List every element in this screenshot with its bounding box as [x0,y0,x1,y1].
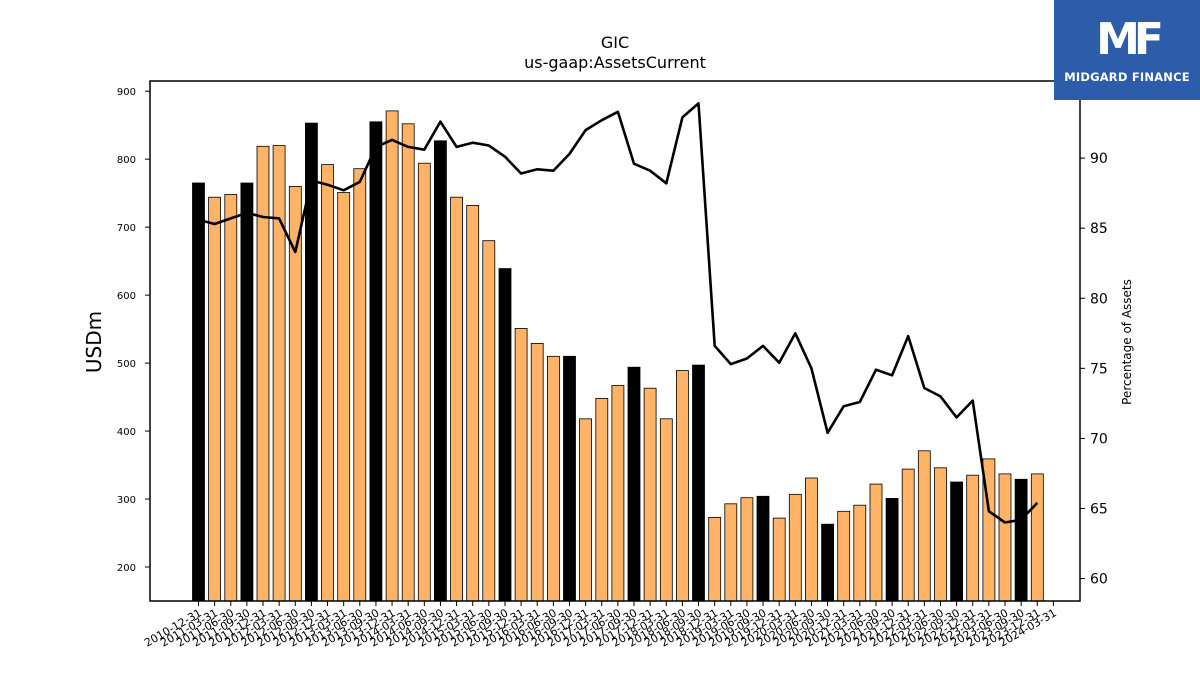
y-tick-label: 600 [117,291,136,302]
bar-2022-06-30 [934,467,947,602]
y-tick-label: 300 [117,495,136,506]
y2-tick-label: 75 [1090,361,1108,377]
bar-2020-06-30 [805,477,818,602]
bar-2017-09-30 [627,366,641,602]
chart-title: GIC [601,33,629,52]
bar-2018-03-31 [659,418,673,602]
bar-2011-03-31 [208,196,222,602]
bar-2011-06-30 [224,194,238,602]
bar-2021-12-31 [901,468,915,602]
bar-2014-03-31 [401,123,415,602]
bar-2016-12-31 [579,418,592,602]
bar-2013-12-31 [385,110,399,602]
y-tick-label: 700 [117,223,136,234]
bar-2018-09-30 [692,364,705,602]
bar-2011-09-30 [240,182,254,602]
bar-2010-12-31 [192,182,205,602]
bar-2017-03-31 [595,397,609,602]
y2-tick-label: 80 [1090,291,1108,307]
bar-2022-12-31 [966,474,980,602]
bar-2021-09-30 [885,497,899,602]
y2-tick-label: 85 [1090,221,1108,237]
bar-2022-03-31 [917,450,931,602]
plot-frame [149,80,1081,602]
bar-2013-06-30 [353,168,367,602]
bar-2015-06-30 [482,240,496,602]
bar-2020-03-31 [788,493,802,602]
bar-2013-03-31 [337,192,351,602]
bar-2021-06-30 [869,483,883,602]
bar-2019-06-30 [740,497,754,602]
y-tick-label: 200 [117,563,136,574]
axes-layer: 2003004005006007008009006065707580859020… [117,80,1108,650]
bar-2014-09-30 [433,140,447,602]
bar-2011-12-31 [256,145,270,602]
y2-tick-label: 60 [1090,572,1108,588]
bar-2020-12-31 [837,510,851,602]
y-tick-label: 400 [117,427,136,438]
bar-2016-03-31 [530,342,544,602]
y2-axis-label: Percentage of Assets [1120,279,1134,405]
percentage-line [198,102,1039,524]
bar-2014-06-30 [417,162,431,602]
bar-2016-06-30 [547,355,560,602]
midgard-finance-logo: MF MIDGARD FINANCE [1054,0,1200,100]
y2-tick-label: 65 [1090,501,1108,517]
bar-2015-03-31 [466,204,480,602]
bar-2019-03-31 [724,503,738,602]
bar-2019-12-31 [772,517,786,602]
bar-2023-06-30 [998,473,1012,602]
y-tick-label: 500 [117,359,136,370]
bar-2012-12-31 [321,164,334,602]
bar-2021-03-31 [853,504,867,602]
bar-2017-12-31 [643,387,657,602]
bar-2015-09-30 [498,268,512,602]
y-tick-label: 800 [117,155,136,166]
y2-tick-label: 70 [1090,431,1108,447]
bar-2020-09-30 [821,523,834,602]
bar-2017-06-30 [611,385,625,602]
chart-subtitle: us-gaap:AssetsCurrent [524,53,706,72]
bar-2012-03-31 [272,145,286,602]
bar-2022-09-30 [950,481,963,602]
y2-tick-label: 90 [1090,151,1108,167]
bar-2019-09-30 [756,495,770,602]
bar-2018-06-30 [676,370,689,602]
logo-mark-icon: MF [1096,14,1164,65]
bar-2023-12-31 [1030,473,1044,602]
y-tick-label: 900 [117,87,136,98]
bar-2016-09-30 [563,355,576,602]
bar-2015-12-31 [514,327,528,602]
y-axis-label: USDm [82,311,106,373]
bar-2018-12-31 [708,517,722,602]
bar-2023-09-30 [1014,478,1028,602]
bar-2013-09-30 [369,121,383,602]
logo-name: MIDGARD FINANCE [1064,70,1190,84]
line-layer [198,102,1039,524]
bar-2014-12-31 [450,196,464,602]
